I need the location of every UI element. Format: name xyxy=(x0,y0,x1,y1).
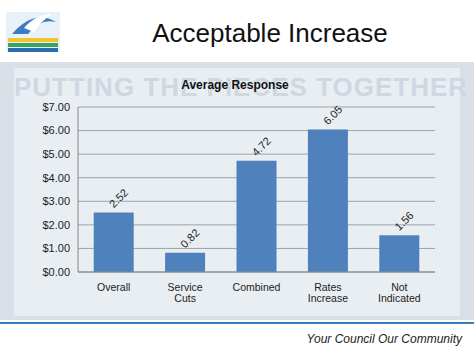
svg-text:Combined: Combined xyxy=(233,281,281,293)
html-text:PUTTING THE PIECES TOGETHER: PUTTING THE PIECES TOGETHER xyxy=(14,72,469,102)
svg-text:1.56: 1.56 xyxy=(392,209,416,233)
svg-text:2.52: 2.52 xyxy=(107,186,131,210)
svg-text:$4.00: $4.00 xyxy=(42,172,70,184)
svg-text:6.05: 6.05 xyxy=(321,103,345,127)
html-text:Acceptable Increase: Acceptable Increase xyxy=(152,18,388,48)
svg-text:$2.00: $2.00 xyxy=(42,219,70,231)
html-text:Average Response: Average Response xyxy=(181,78,289,92)
svg-text:$0.00: $0.00 xyxy=(42,266,70,278)
svg-text:$5.00: $5.00 xyxy=(42,148,70,160)
svg-text:RatesIncrease: RatesIncrease xyxy=(308,281,348,304)
svg-text:4.72: 4.72 xyxy=(249,135,273,159)
svg-text:Overall: Overall xyxy=(97,281,130,293)
svg-text:$7.00: $7.00 xyxy=(42,101,70,113)
html-text:Your Council Our Community: Your Council Our Community xyxy=(306,332,462,346)
svg-text:$3.00: $3.00 xyxy=(42,195,70,207)
svg-text:$1.00: $1.00 xyxy=(42,242,70,254)
svg-text:NotIndicated: NotIndicated xyxy=(378,281,421,304)
svg-text:ServiceCuts: ServiceCuts xyxy=(168,281,203,304)
svg-text:0.82: 0.82 xyxy=(178,226,202,250)
svg-text:$6.00: $6.00 xyxy=(42,124,70,136)
